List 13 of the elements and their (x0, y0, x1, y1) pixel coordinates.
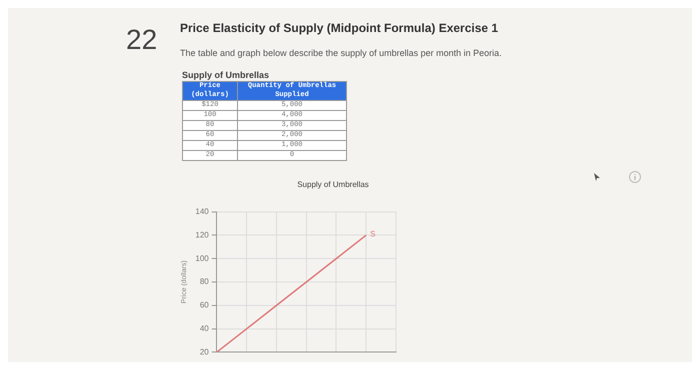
y-tick-label: 140 (195, 207, 210, 216)
chart-title: Price Elasticity of Supply (Midpoint Formula) Exercise 1 (180, 21, 498, 35)
y-tick-label: 120 (195, 230, 210, 240)
series-label: S (370, 229, 376, 238)
chart-subtitle: The table and graph below describe the supply of umbrellas per month in Peoria. (180, 48, 502, 58)
y-tick-label: 40 (200, 324, 210, 334)
y-tick-label: 100 (195, 254, 210, 263)
y-tick-label: 60 (200, 300, 210, 310)
text: 22 (126, 24, 158, 56)
text: Supply of Umbrellas (296, 180, 370, 189)
y-tick-label: 80 (200, 277, 210, 286)
text: Supply of Umbrellas (182, 70, 270, 80)
y-tick-label: 20 (200, 347, 210, 356)
